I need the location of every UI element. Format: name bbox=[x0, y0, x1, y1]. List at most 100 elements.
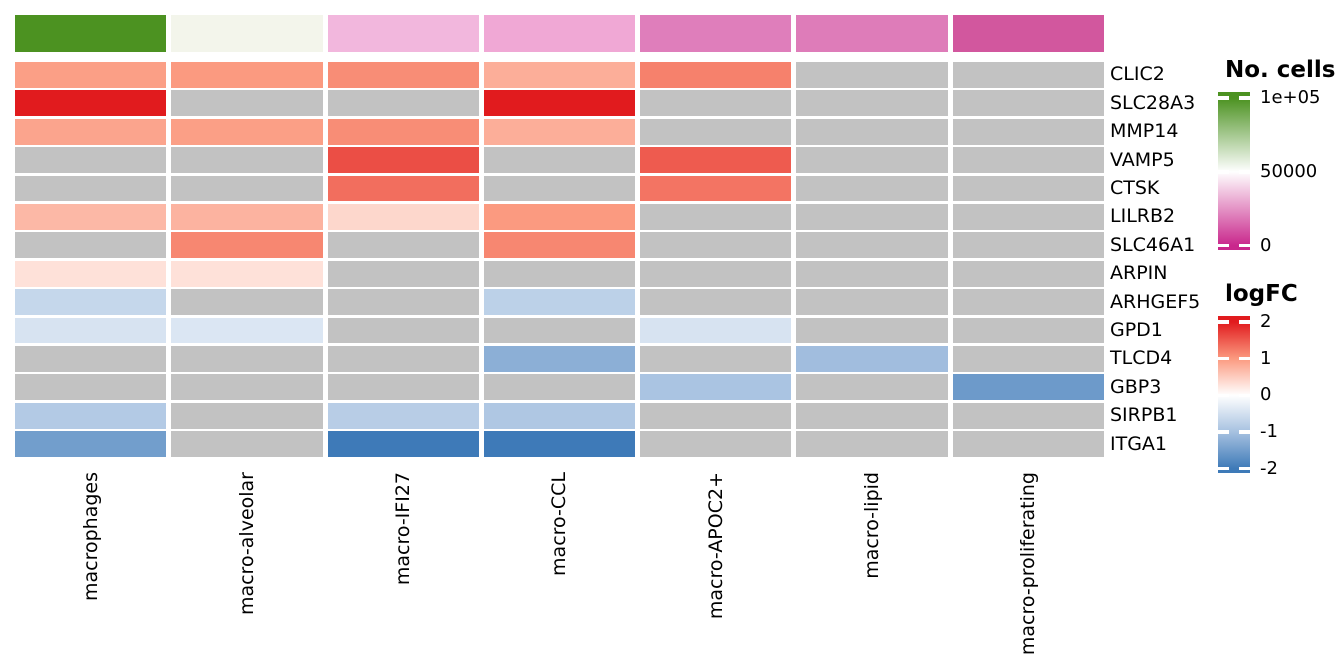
heatmap-cell-GPD1-macro-APOC2+ bbox=[640, 317, 792, 344]
legend-tick-mark bbox=[1239, 243, 1250, 248]
heatmap-cell-GPD1-macrophages bbox=[15, 317, 167, 344]
heatmap-cell-TLCD4-macro-APOC2+ bbox=[640, 345, 792, 372]
column-label-macro-lipid: macro-lipid bbox=[861, 472, 884, 579]
annotation-cell-macro-lipid bbox=[796, 15, 948, 52]
legend-tick-mark bbox=[1218, 320, 1229, 324]
heatmap-cell-CTSK-macro-IFI27 bbox=[327, 175, 479, 202]
heatmap-cell-CLIC2-macro-CCL bbox=[483, 62, 636, 88]
heatmap-cell-CTSK-macro-proliferating bbox=[952, 175, 1104, 202]
legend-tick-mark bbox=[1239, 393, 1250, 398]
heatmap-cell-VAMP5-macro-APOC2+ bbox=[640, 147, 792, 174]
heatmap-cell-SIRPB1-macro-IFI27 bbox=[327, 402, 479, 429]
heatmap-cell-TLCD4-macro-proliferating bbox=[952, 345, 1104, 372]
heatmap-cell-SLC28A3-macro-lipid bbox=[796, 90, 948, 117]
annotation-cell-macro-CCL bbox=[483, 15, 636, 52]
gene-axis-labels: CLIC2 SLC28A3 MMP14 VAMP5 CTSK LILRB2 SLC46A1 A… bbox=[1110, 62, 1240, 457]
heatmap-cell-GBP3-macro-CCL bbox=[483, 374, 636, 401]
heatmap-cell-ITGA1-macro-CCL bbox=[483, 431, 636, 457]
legend-tick-label: 0 bbox=[1260, 234, 1272, 256]
heatmap-cell-ARPIN-macro-alveolar bbox=[171, 260, 323, 287]
heatmap-cell-LILRB2-macrophages bbox=[15, 203, 167, 230]
legend-tick-label: -1 bbox=[1260, 420, 1278, 442]
heatmap-cell-CLIC2-macro-lipid bbox=[796, 62, 948, 88]
heatmap-cell-ARHGEF5-macro-APOC2+ bbox=[640, 289, 792, 316]
heatmap-cell-CTSK-macro-lipid bbox=[796, 175, 948, 202]
heatmap-cell-ARHGEF5-macro-proliferating bbox=[952, 289, 1104, 316]
annotation-cell-macro-proliferating bbox=[952, 15, 1104, 52]
gene-label-LILRB2: LILRB2 bbox=[1110, 205, 1176, 228]
legend-no-cells-title: No. cells bbox=[1225, 57, 1336, 83]
heatmap-cell-SLC46A1-macro-lipid bbox=[796, 232, 948, 259]
heatmap-cell-ARHGEF5-macro-lipid bbox=[796, 289, 948, 316]
legend-tick-mark bbox=[1239, 96, 1250, 100]
heatmap-cell-ITGA1-macrophages bbox=[15, 431, 167, 457]
heatmap-cell-LILRB2-macro-IFI27 bbox=[327, 203, 479, 230]
legend-tick-label: 0 bbox=[1260, 384, 1272, 406]
heatmap-cell-CTSK-macro-alveolar bbox=[171, 175, 323, 202]
heatmap-cell-CTSK-macro-CCL bbox=[483, 175, 636, 202]
legend-tick-label: 50000 bbox=[1260, 160, 1318, 182]
heatmap-cell-MMP14-macro-proliferating bbox=[952, 118, 1104, 145]
heatmap-cell-SLC28A3-macro-CCL bbox=[483, 90, 636, 117]
gene-label-SLC28A3: SLC28A3 bbox=[1110, 91, 1196, 114]
legend-tick-mark bbox=[1218, 430, 1229, 434]
legend-logfc-colorbar bbox=[1218, 316, 1250, 473]
heatmap-cell-SIRPB1-macro-CCL bbox=[483, 402, 636, 429]
gene-label-CTSK: CTSK bbox=[1110, 177, 1160, 199]
legend-tick-label: 1 bbox=[1260, 347, 1272, 369]
heatmap-cell-SIRPB1-macro-APOC2+ bbox=[640, 402, 792, 429]
heatmap-cell-ARHGEF5-macro-IFI27 bbox=[327, 289, 479, 316]
legend-tick-mark bbox=[1239, 430, 1250, 434]
gene-label-GPD1: GPD1 bbox=[1110, 318, 1163, 341]
heatmap-cell-GPD1-macro-IFI27 bbox=[327, 317, 479, 344]
heatmap-cell-ITGA1-macro-IFI27 bbox=[327, 431, 479, 457]
no-cells-annotation-bar bbox=[15, 15, 1104, 52]
heatmap-cell-LILRB2-macro-proliferating bbox=[952, 203, 1104, 230]
legend-logfc: logFC 2 1 0 -1 -2 bbox=[1218, 281, 1344, 496]
gene-label-MMP14: MMP14 bbox=[1110, 120, 1179, 143]
legend-tick-mark bbox=[1218, 96, 1229, 100]
legend-tick-mark bbox=[1218, 393, 1229, 398]
heatmap-cell-TLCD4-macro-alveolar bbox=[171, 345, 323, 372]
heatmap-cell-MMP14-macro-CCL bbox=[483, 118, 636, 145]
column-label-macro-CCL: macro-CCL bbox=[548, 472, 571, 576]
heatmap-cell-MMP14-macro-IFI27 bbox=[327, 118, 479, 145]
heatmap-cell-GBP3-macro-APOC2+ bbox=[640, 374, 792, 401]
heatmap-cell-CTSK-macrophages bbox=[15, 175, 167, 202]
heatmap-cell-SLC46A1-macro-proliferating bbox=[952, 232, 1104, 259]
heatmap-cell-GBP3-macro-alveolar bbox=[171, 374, 323, 401]
legend-no-cells: No. cells 1e+05 50000 0 bbox=[1218, 57, 1344, 262]
heatmap-cell-ARPIN-macro-lipid bbox=[796, 260, 948, 287]
heatmap-cell-SLC28A3-macro-proliferating bbox=[952, 90, 1104, 117]
heatmap-cell-SLC46A1-macro-IFI27 bbox=[327, 232, 479, 259]
heatmap-cell-MMP14-macro-lipid bbox=[796, 118, 948, 145]
gene-label-SLC46A1: SLC46A1 bbox=[1110, 233, 1196, 256]
heatmap-cell-SLC46A1-macro-APOC2+ bbox=[640, 232, 792, 259]
legend-tick-mark bbox=[1218, 170, 1229, 174]
legend-logfc-title: logFC bbox=[1225, 281, 1298, 307]
heatmap-cell-TLCD4-macro-lipid bbox=[796, 345, 948, 372]
heatmap-cell-ARHGEF5-macro-CCL bbox=[483, 289, 636, 316]
column-label-macro-APOC2+: macro-APOC2+ bbox=[704, 472, 727, 620]
annotation-cell-macro-APOC2+ bbox=[640, 15, 792, 52]
heatmap-cell-ARPIN-macro-IFI27 bbox=[327, 260, 479, 287]
heatmap-cell-CTSK-macro-APOC2+ bbox=[640, 175, 792, 202]
heatmap-cell-LILRB2-macro-alveolar bbox=[171, 203, 323, 230]
heatmap-cell-VAMP5-macro-proliferating bbox=[952, 147, 1104, 174]
legend-tick-label: -2 bbox=[1260, 457, 1278, 479]
heatmap-cell-SLC28A3-macro-IFI27 bbox=[327, 90, 479, 117]
heatmap-cell-GPD1-macro-alveolar bbox=[171, 317, 323, 344]
heatmap-cell-GPD1-macro-CCL bbox=[483, 317, 636, 344]
heatmap-cell-SLC28A3-macro-APOC2+ bbox=[640, 90, 792, 117]
gene-label-VAMP5: VAMP5 bbox=[1110, 148, 1175, 171]
column-label-macrophages: macrophages bbox=[79, 472, 102, 602]
legend-tick-mark bbox=[1218, 466, 1229, 471]
column-label-macro-proliferating: macro-proliferating bbox=[1017, 472, 1040, 656]
heatmap-cell-TLCD4-macrophages bbox=[15, 345, 167, 372]
heatmap-cell-GPD1-macro-lipid bbox=[796, 317, 948, 344]
gene-label-CLIC2: CLIC2 bbox=[1110, 63, 1165, 86]
legend-no-cells-colorbar bbox=[1218, 92, 1250, 250]
heatmap-cell-MMP14-macro-APOC2+ bbox=[640, 118, 792, 145]
heatmap-cell-ITGA1-macro-proliferating bbox=[952, 431, 1104, 457]
column-label-macro-alveolar: macro-alveolar bbox=[235, 472, 258, 616]
